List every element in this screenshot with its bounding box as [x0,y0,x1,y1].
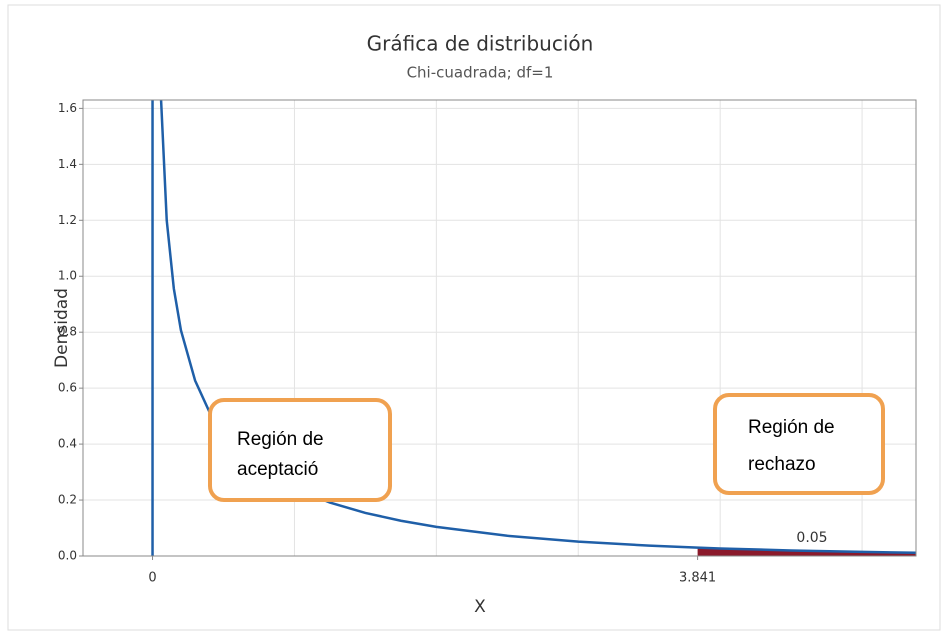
annotation-box [208,398,392,502]
annotation-box [713,393,885,495]
x-axis-label: X [474,597,486,617]
y-tick-label: 0.0 [58,549,77,563]
x-tick-label: 3.841 [679,571,716,586]
chart-title: Gráfica de distribución [367,32,594,56]
y-tick-label: 0.8 [58,325,77,339]
y-tick-label: 0.6 [58,381,77,395]
annotation-text: aceptació [237,459,318,480]
annotation-text: rechazo [748,454,816,475]
y-tick-label: 0.4 [58,437,77,451]
density-curve [159,100,916,554]
y-tick-label: 1.0 [58,269,77,283]
annotation-text: Región de [748,417,835,438]
plot-clip [151,100,916,556]
shaded-area-label: 0.05 [796,530,827,546]
annotation-text: Región de [237,429,324,450]
chart-subtitle: Chi-cuadrada; df=1 [407,64,554,82]
x-tick-label: 0 [148,571,156,586]
y-tick-label: 1.6 [58,101,77,115]
y-axis-label: Densidad [52,288,72,368]
plot-border [82,99,917,557]
y-tick-label: 0.2 [58,493,77,507]
y-tick-label: 1.2 [58,213,77,227]
y-tick-label: 1.4 [58,157,77,171]
